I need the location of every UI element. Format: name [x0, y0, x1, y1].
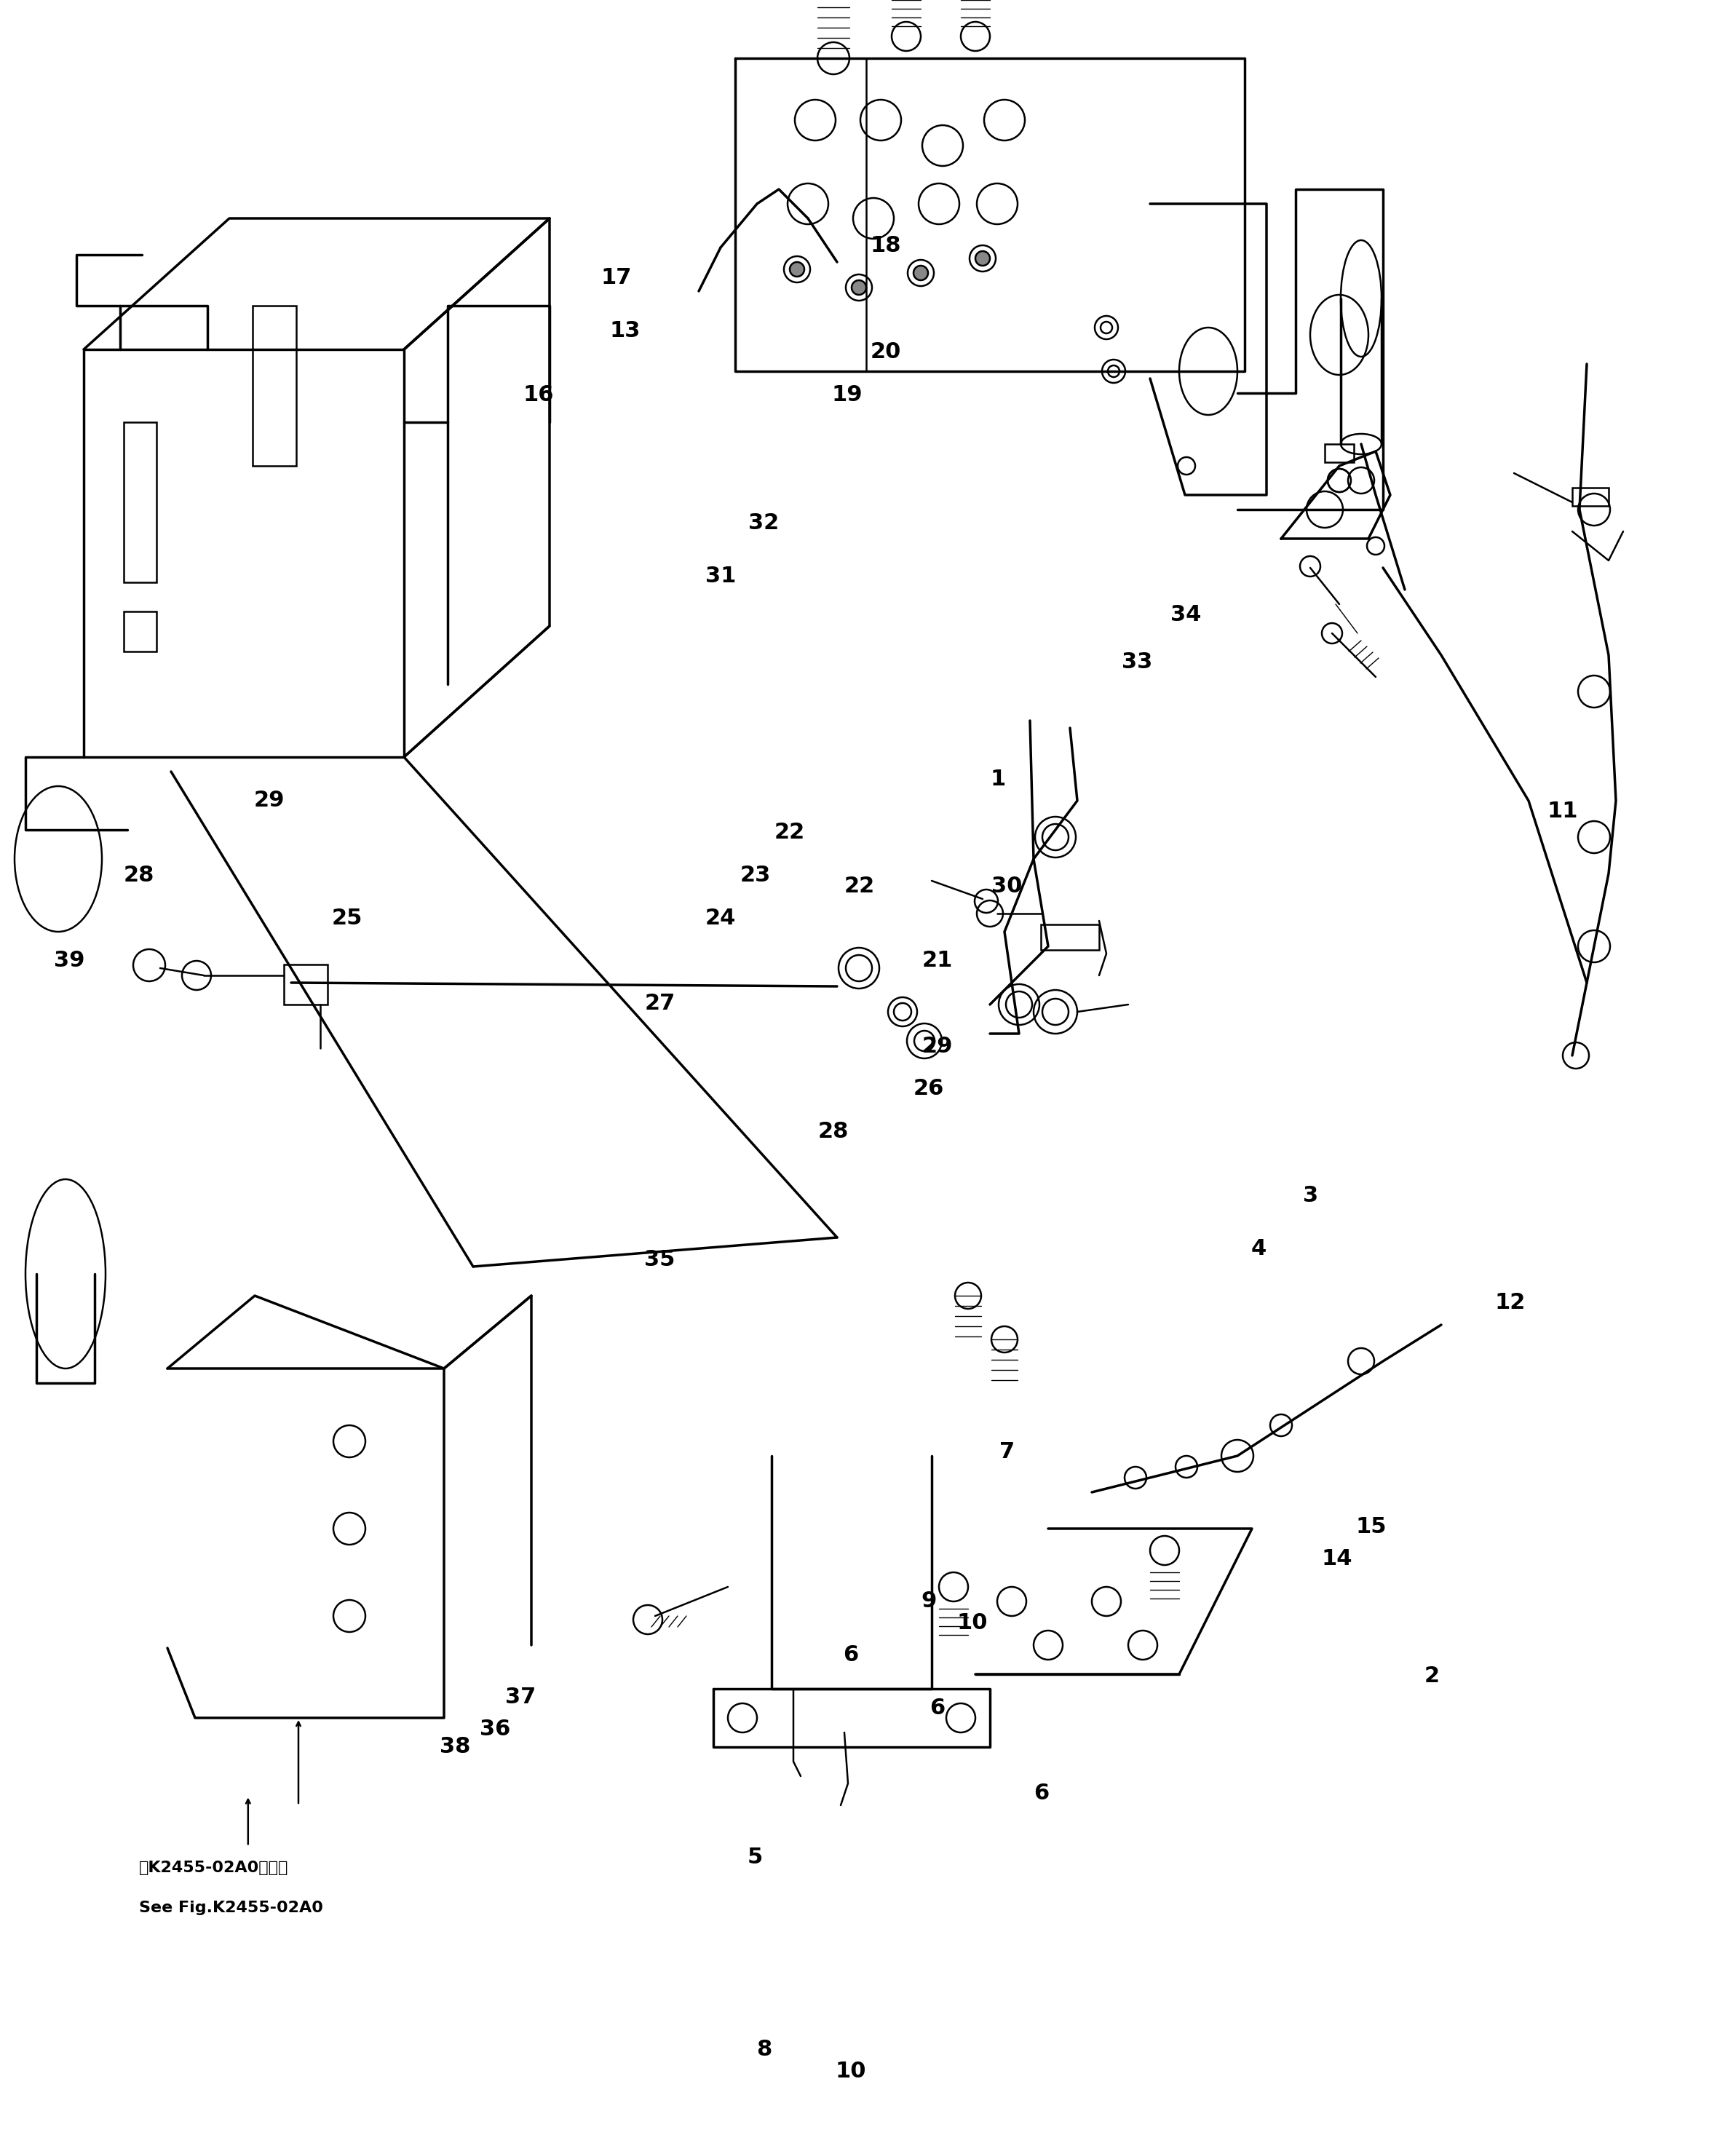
Text: 第K2455-02A0図参照: 第K2455-02A0図参照 — [139, 1862, 288, 1875]
Text: 7: 7 — [1000, 1441, 1014, 1462]
Text: 38: 38 — [439, 1736, 470, 1757]
Text: 6: 6 — [930, 1697, 944, 1719]
Text: 4: 4 — [1252, 1238, 1266, 1260]
Circle shape — [976, 252, 990, 265]
Text: 36: 36 — [479, 1719, 510, 1740]
Text: 6: 6 — [844, 1644, 858, 1665]
Text: 22: 22 — [774, 822, 806, 843]
Text: 25: 25 — [332, 907, 363, 929]
Bar — [123, 423, 156, 583]
Text: 39: 39 — [54, 950, 85, 971]
Text: 28: 28 — [123, 865, 155, 886]
Bar — [1573, 487, 1609, 506]
Circle shape — [790, 263, 804, 278]
Text: 30: 30 — [991, 875, 1023, 897]
Text: 18: 18 — [870, 235, 901, 256]
Text: 21: 21 — [922, 950, 953, 971]
Text: 23: 23 — [740, 865, 771, 886]
Text: 22: 22 — [844, 875, 875, 897]
Circle shape — [913, 265, 929, 280]
Text: 37: 37 — [505, 1687, 536, 1708]
Text: 29: 29 — [253, 790, 285, 811]
Text: 10: 10 — [835, 2060, 866, 2082]
Bar — [1042, 924, 1099, 950]
Text: 2: 2 — [1425, 1665, 1439, 1687]
Text: 27: 27 — [644, 993, 675, 1014]
Text: 33: 33 — [1121, 651, 1153, 673]
Text: 34: 34 — [1170, 604, 1201, 626]
Text: 1: 1 — [991, 769, 1005, 790]
Text: 3: 3 — [1304, 1185, 1318, 1206]
Text: 35: 35 — [644, 1249, 675, 1270]
Text: 26: 26 — [913, 1078, 944, 1100]
Text: 10: 10 — [957, 1612, 988, 1633]
Text: 17: 17 — [601, 267, 632, 288]
Bar — [1325, 444, 1354, 463]
Text: 14: 14 — [1321, 1548, 1352, 1569]
Text: 24: 24 — [705, 907, 736, 929]
Bar — [252, 305, 297, 465]
Text: 15: 15 — [1356, 1516, 1387, 1537]
Text: 8: 8 — [757, 2039, 771, 2060]
Text: 11: 11 — [1547, 801, 1578, 822]
Text: 19: 19 — [832, 384, 863, 406]
Bar — [285, 965, 328, 1006]
Text: 32: 32 — [748, 512, 779, 534]
Text: 6: 6 — [1035, 1783, 1049, 1804]
Text: See Fig.K2455-02A0: See Fig.K2455-02A0 — [139, 1900, 323, 1915]
Text: 5: 5 — [748, 1847, 762, 1868]
Text: 16: 16 — [523, 384, 554, 406]
Text: 20: 20 — [870, 342, 901, 363]
Text: 13: 13 — [609, 320, 641, 342]
Text: 12: 12 — [1495, 1292, 1526, 1313]
Text: 31: 31 — [705, 566, 736, 587]
Circle shape — [852, 280, 866, 295]
Text: 29: 29 — [922, 1035, 953, 1057]
Text: 28: 28 — [818, 1121, 849, 1142]
Bar — [123, 611, 156, 651]
Text: 9: 9 — [922, 1591, 936, 1612]
